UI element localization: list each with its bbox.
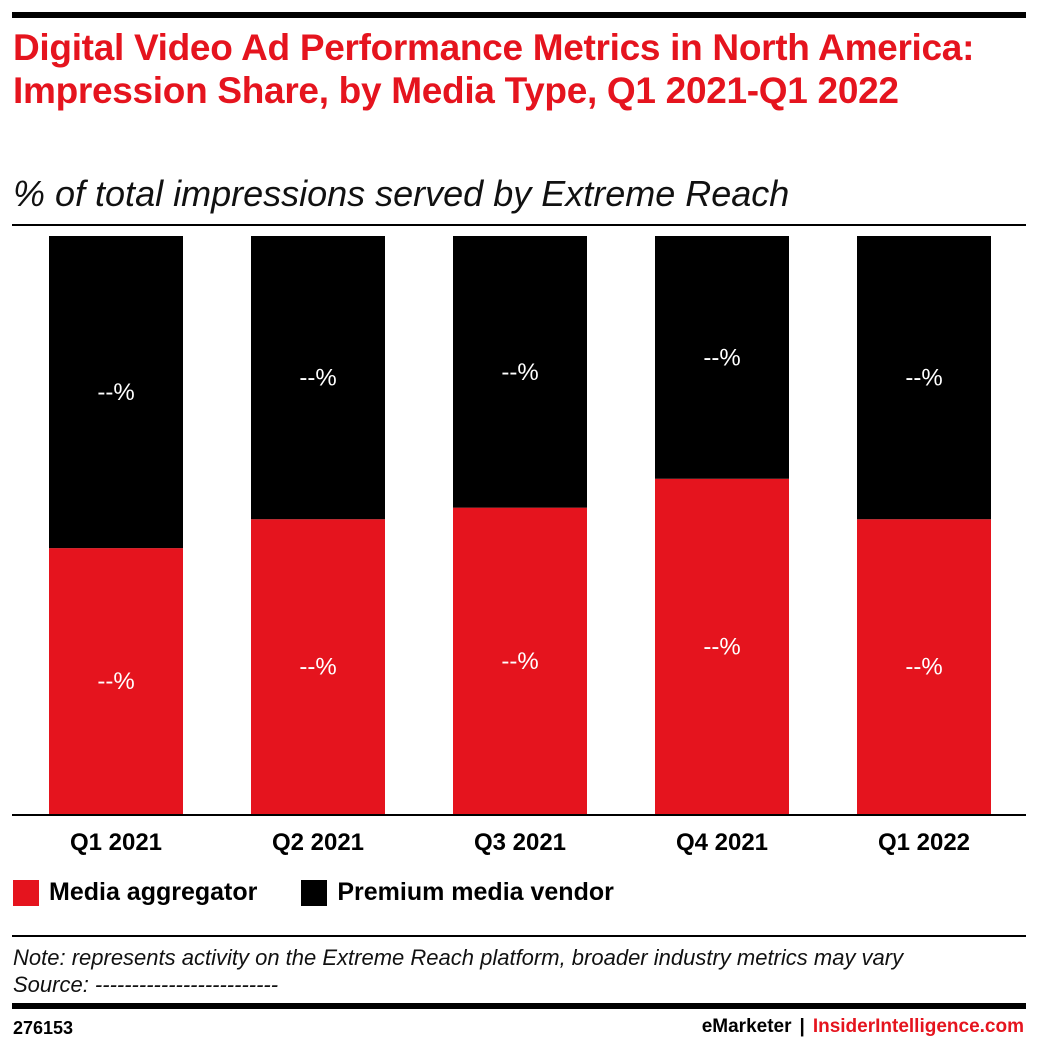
legend-swatch-black — [301, 879, 328, 906]
chart-title: Digital Video Ad Performance Metrics in … — [13, 27, 975, 111]
data-label: --% — [97, 668, 134, 695]
bar-media-aggregator — [251, 519, 385, 814]
x-tick-label: Q1 2022 — [878, 829, 970, 856]
bars-layer: --% --% --% --% --% --% --% --% --% --% — [49, 236, 991, 814]
legend-item-media-aggregator: Media aggregator — [13, 878, 257, 907]
bar-premium-media-vendor — [857, 236, 991, 520]
note-text: Note: represents activity on the Extreme… — [13, 945, 904, 970]
top-rule — [12, 12, 1026, 18]
brand-separator: | — [799, 1016, 805, 1037]
stacked-bar-chart: --% --% --% --% --% --% --% --% --% --% Q1 2021 Q2… — [12, 236, 1026, 856]
data-label: --% — [299, 365, 336, 392]
footer-brand: eMarketer | InsiderIntelligence.com — [702, 1016, 1024, 1038]
bar-media-aggregator — [655, 478, 789, 814]
bar-premium-media-vendor — [49, 236, 183, 549]
x-tick-labels: Q1 2021 Q2 2021 Q3 2021 Q4 2021 Q1 2022 — [70, 829, 970, 856]
x-tick-label: Q3 2021 — [474, 829, 566, 856]
chart-subtitle: % of total impressions served by Extreme… — [13, 173, 790, 214]
bar-media-aggregator — [49, 548, 183, 814]
legend-label: Media aggregator — [49, 878, 258, 906]
subtitle-rule — [12, 224, 1026, 226]
legend: Media aggregator Premium media vendor — [13, 878, 658, 907]
data-label: --% — [501, 648, 538, 675]
x-tick-label: Q2 2021 — [272, 829, 364, 856]
legend-label: Premium media vendor — [337, 878, 614, 906]
legend-item-premium-media-vendor: Premium media vendor — [301, 878, 614, 907]
legend-swatch-red — [13, 879, 39, 906]
data-label: --% — [703, 633, 740, 660]
x-tick-label: Q4 2021 — [676, 829, 768, 856]
data-label: --% — [905, 365, 942, 392]
data-label: --% — [501, 359, 538, 386]
notes: Note: represents activity on the Extreme… — [13, 944, 903, 998]
source-text: Source: ------------------------- — [13, 972, 279, 997]
bottom-rule — [12, 1003, 1026, 1009]
bar-premium-media-vendor — [453, 236, 587, 508]
bar-premium-media-vendor — [655, 236, 789, 479]
data-label: --% — [703, 344, 740, 371]
brand-insider-intelligence: InsiderIntelligence.com — [812, 1016, 1024, 1037]
x-tick-label: Q1 2021 — [70, 829, 162, 856]
brand-emarketer: eMarketer — [701, 1016, 792, 1037]
chart-id: 276153 — [13, 1018, 74, 1038]
notes-rule — [12, 935, 1026, 937]
bar-media-aggregator — [857, 519, 991, 814]
data-label: --% — [97, 379, 134, 406]
data-label: --% — [299, 654, 336, 681]
bar-media-aggregator — [453, 507, 587, 814]
data-label: --% — [905, 654, 942, 681]
bar-premium-media-vendor — [251, 236, 385, 520]
